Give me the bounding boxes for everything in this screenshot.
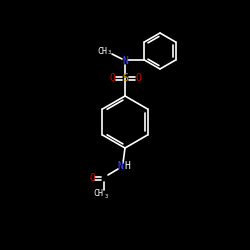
- Text: 3: 3: [105, 194, 108, 198]
- Text: H: H: [124, 161, 130, 171]
- Text: CH: CH: [97, 46, 107, 56]
- Text: O: O: [135, 73, 141, 83]
- Text: S: S: [122, 73, 128, 83]
- Text: O: O: [89, 173, 95, 183]
- Text: N: N: [117, 161, 123, 171]
- Text: N: N: [122, 56, 128, 66]
- Text: O: O: [109, 73, 115, 83]
- Text: CH: CH: [93, 190, 103, 198]
- Text: 3: 3: [108, 50, 111, 56]
